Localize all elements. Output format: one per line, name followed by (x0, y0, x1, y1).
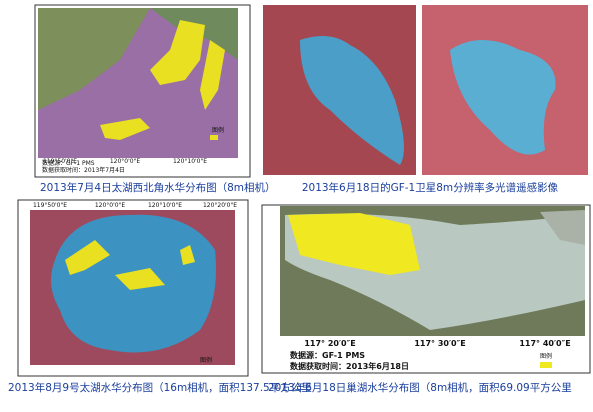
legend-swatch (540, 362, 552, 368)
longitude-label: 117° 20′0″E (304, 339, 355, 348)
map-label: 数据获取时间：2013年7月4日 (42, 166, 125, 174)
caption: 2013年6月18日的GF-1卫星8m分辨率多光谱遥感影像 (302, 181, 559, 194)
satellite-panel-2 (263, 5, 588, 175)
longitude-label: 120°10'0"E (148, 202, 182, 209)
map-label: 数据源：GF-1 PMS (42, 159, 95, 167)
map-label: 图例 (200, 356, 212, 364)
map-panel-3 (17, 199, 249, 377)
longitude-label: 117° 30′0″E (414, 339, 465, 348)
longitude-label: 119°50'0"E (33, 202, 67, 209)
longitude-label: 117° 40′0″E (519, 339, 570, 348)
map-label: 图例 (212, 126, 224, 134)
longitude-label: 120°20'0"E (203, 202, 237, 209)
longitude-label: 120°10'0"E (173, 158, 207, 165)
caption: 2013年6月18日巢湖水华分布图（8m相机，面积69.09平方公里 (268, 381, 572, 394)
map-label: 数据获取时间：2013年6月18日 (290, 361, 409, 371)
map-panel-1 (34, 4, 251, 178)
map-panel-4 (261, 204, 591, 374)
longitude-label: 120°0'0"E (110, 158, 140, 165)
longitude-label: 120°0'0"E (95, 202, 125, 209)
caption: 2013年7月4日太湖西北角水华分布图（8m相机） (40, 181, 276, 194)
caption: 2013年8月9号太湖水华分布图（16m相机，面积137.5平方公里 (8, 381, 312, 394)
longitude-label: 119°50'0"E (43, 158, 77, 165)
map-label: 图例 (540, 352, 552, 360)
map-label: 数据源：GF-1 PMS (290, 350, 365, 360)
